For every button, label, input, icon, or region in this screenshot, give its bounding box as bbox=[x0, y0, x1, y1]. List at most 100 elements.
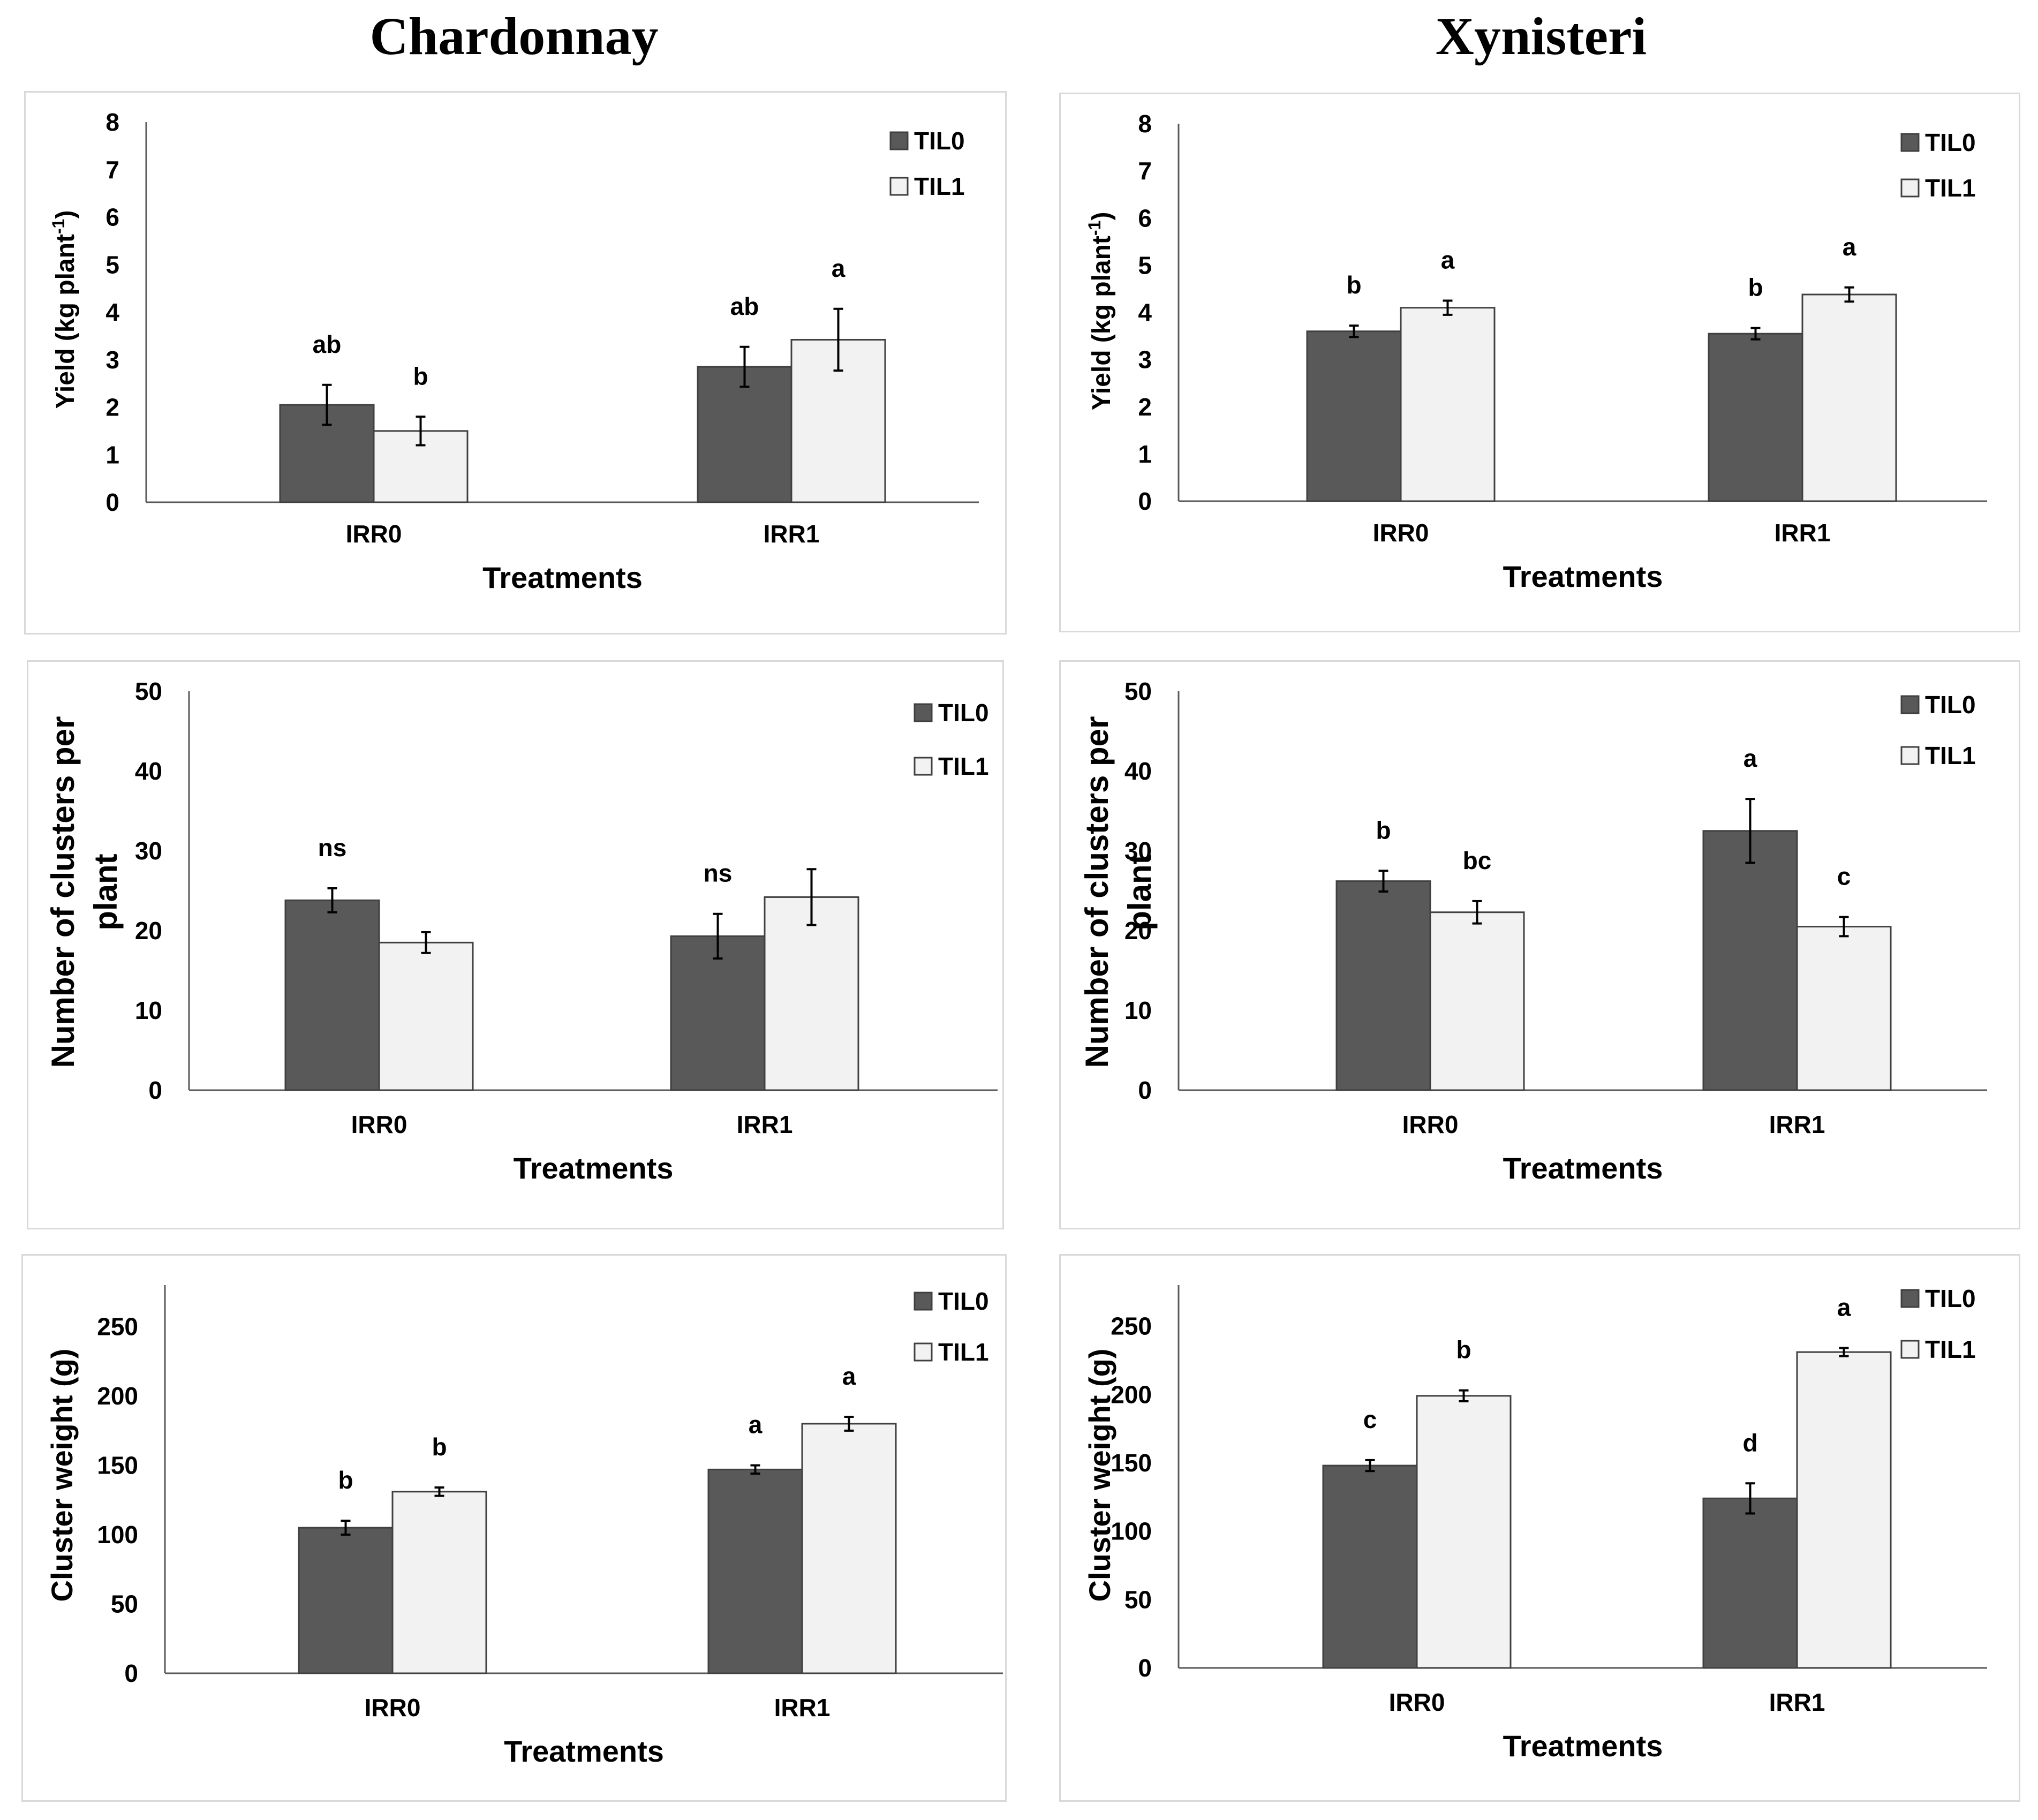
y-tick-label: 20 bbox=[135, 917, 162, 945]
column-title-xynisteri: Xynisteri bbox=[1435, 6, 1647, 66]
y-axis-title: Yield (kg plant-1) bbox=[49, 210, 80, 409]
y-tick-label: 0 bbox=[1138, 1654, 1152, 1682]
legend-label-til1: TIL1 bbox=[914, 172, 965, 200]
bar-til1-irr0 bbox=[391, 1491, 487, 1674]
y-tick-label: 5 bbox=[1138, 251, 1152, 279]
bar-til1-irr0 bbox=[373, 430, 469, 503]
legend-label-til1: TIL1 bbox=[938, 1338, 989, 1366]
bar-til0-irr1 bbox=[1702, 1497, 1798, 1669]
y-tick-label: 10 bbox=[1124, 996, 1152, 1024]
significance-letter: ns bbox=[704, 859, 733, 887]
bar-til0-irr0 bbox=[298, 1527, 394, 1674]
chart-svg-chardonnay-yield: 0 1 2 3 4 5 6 7 8 ab b IRR0 ab a IRR1 Treatments TIL0 TIL… bbox=[49, 108, 979, 594]
significance-letter: c bbox=[1363, 1406, 1377, 1433]
x-category-label: IRR1 bbox=[1769, 1688, 1825, 1716]
x-axis-title: Treatments bbox=[1503, 1151, 1663, 1185]
y-tick-label: 5 bbox=[105, 251, 119, 278]
legend-swatch-til0 bbox=[914, 1292, 933, 1311]
legend-swatch-til1 bbox=[1900, 746, 1920, 765]
y-tick-label: 250 bbox=[1111, 1312, 1152, 1340]
y-axis-title: Number of clusters per bbox=[45, 716, 81, 1068]
chart-panel-xynisteri-weight: 0 50 100 150 200 250 c b IRR0 d a IRR1 Treatments TIL… bbox=[1059, 1254, 2020, 1802]
significance-letter: b bbox=[413, 362, 428, 390]
bar-til0-irr0 bbox=[1335, 880, 1431, 1091]
legend-label-til0: TIL0 bbox=[1925, 129, 1976, 156]
y-axis-title: Number of clusters per bbox=[1079, 716, 1115, 1068]
y-tick-label: 50 bbox=[1124, 1585, 1152, 1613]
bar-til0-irr0 bbox=[1306, 330, 1402, 502]
legend-swatch-til1 bbox=[914, 1342, 933, 1362]
bar-til1-irr0 bbox=[1429, 911, 1525, 1091]
legend-swatch-til1 bbox=[914, 757, 933, 776]
bar-til1-irr0 bbox=[1416, 1395, 1512, 1669]
y-tick-label: 30 bbox=[1124, 837, 1152, 865]
y-tick-label: 0 bbox=[124, 1659, 138, 1687]
x-category-label: IRR1 bbox=[764, 520, 820, 548]
legend-label-til1: TIL1 bbox=[1925, 1335, 1976, 1363]
y-tick-label: 50 bbox=[1124, 677, 1152, 705]
x-axis-title: Treatments bbox=[1503, 1729, 1663, 1763]
y-axis-title-line2: plant bbox=[1122, 854, 1158, 930]
y-tick-label: 40 bbox=[1124, 757, 1152, 785]
x-axis-title: Treatments bbox=[504, 1734, 664, 1768]
chart-panel-chardonnay-yield: 0 1 2 3 4 5 6 7 8 ab b IRR0 ab a IRR1 Treatments TIL0 TIL… bbox=[24, 91, 1007, 635]
y-tick-label: 50 bbox=[135, 677, 162, 705]
legend-swatch-til1 bbox=[1900, 1340, 1920, 1359]
y-tick-label: 20 bbox=[1124, 917, 1152, 945]
significance-letter: b bbox=[432, 1433, 447, 1461]
significance-letter: a bbox=[832, 254, 846, 282]
chart-svg-xynisteri-clusters: 0 10 20 30 40 50 b bc IRR0 a c IRR1 Treatments TIL0 TI… bbox=[1079, 677, 1987, 1185]
x-category-label: IRR1 bbox=[1775, 519, 1831, 547]
significance-letter: b bbox=[1376, 816, 1391, 844]
y-tick-label: 2 bbox=[1138, 393, 1152, 421]
bar-til0-irr1 bbox=[1708, 333, 1803, 502]
significance-letter: b bbox=[338, 1466, 353, 1494]
y-tick-label: 100 bbox=[97, 1521, 138, 1549]
y-tick-label: 150 bbox=[1111, 1449, 1152, 1477]
bar-til1-irr1 bbox=[1801, 293, 1897, 502]
y-tick-label: 250 bbox=[97, 1313, 138, 1341]
y-tick-label: 0 bbox=[1138, 487, 1152, 515]
y-tick-label: 40 bbox=[135, 757, 162, 785]
x-category-label: IRR1 bbox=[737, 1111, 793, 1138]
y-tick-label: 6 bbox=[1138, 204, 1152, 232]
x-axis-title: Treatments bbox=[1503, 560, 1663, 593]
x-category-label: IRR1 bbox=[774, 1694, 831, 1721]
significance-letter: ns bbox=[318, 834, 347, 862]
y-tick-label: 1 bbox=[1138, 440, 1152, 468]
column-title-chardonnay: Chardonnay bbox=[369, 6, 659, 66]
y-tick-label: 6 bbox=[105, 203, 119, 231]
significance-letter: a bbox=[1843, 233, 1856, 261]
significance-letter: c bbox=[1837, 863, 1851, 890]
significance-letter: a bbox=[749, 1411, 763, 1439]
x-category-label: IRR0 bbox=[1389, 1688, 1445, 1716]
legend-swatch-til0 bbox=[914, 703, 933, 722]
x-category-label: IRR0 bbox=[365, 1694, 421, 1721]
chart-panel-chardonnay-clusters: 0 10 20 30 40 50 ns IRR0 ns IRR1 Treatments TIL0 TIL… bbox=[27, 660, 1004, 1229]
legend-swatch-til0 bbox=[889, 131, 909, 150]
bar-til0-irr1 bbox=[670, 935, 766, 1091]
bar-til0-irr0 bbox=[284, 899, 380, 1091]
y-tick-label: 200 bbox=[97, 1382, 138, 1410]
bar-til1-irr1 bbox=[1796, 926, 1892, 1091]
x-category-label: IRR0 bbox=[1402, 1111, 1459, 1138]
significance-letter: ab bbox=[313, 330, 342, 358]
legend-label-til0: TIL0 bbox=[1925, 1285, 1976, 1312]
y-tick-label: 7 bbox=[1138, 157, 1152, 185]
x-category-label: IRR0 bbox=[346, 520, 402, 548]
y-tick-label: 7 bbox=[105, 156, 119, 184]
significance-letter: a bbox=[842, 1362, 856, 1390]
significance-letter: a bbox=[1837, 1293, 1851, 1321]
y-axis-title: Cluster weight (g) bbox=[1083, 1349, 1116, 1602]
bar-til0-irr0 bbox=[1322, 1464, 1418, 1669]
legend-label-til0: TIL0 bbox=[914, 127, 965, 155]
x-category-label: IRR0 bbox=[351, 1111, 407, 1138]
y-axis-title: Yield (kg plant-1) bbox=[1085, 212, 1116, 411]
y-tick-label: 3 bbox=[105, 346, 119, 374]
y-tick-label: 50 bbox=[111, 1590, 138, 1618]
legend-label-til0: TIL0 bbox=[1925, 691, 1976, 719]
x-category-label: IRR0 bbox=[1373, 519, 1429, 547]
legend-label-til1: TIL1 bbox=[1925, 742, 1976, 769]
chart-panel-chardonnay-weight: 0 50 100 150 200 250 b b IRR0 a a IRR1 Treatments TIL… bbox=[21, 1254, 1007, 1802]
y-tick-label: 2 bbox=[105, 394, 119, 421]
